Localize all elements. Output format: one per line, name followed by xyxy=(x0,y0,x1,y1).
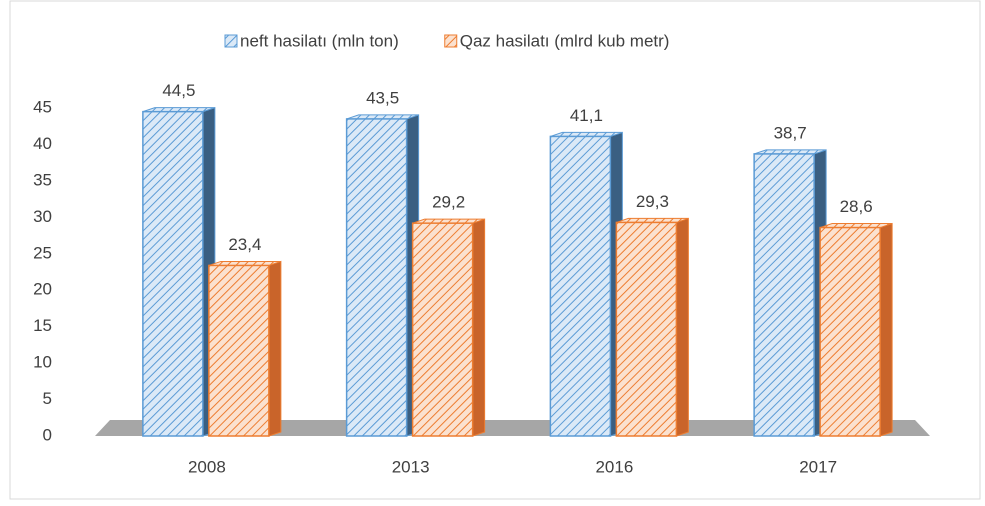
legend-label: Qaz hasilatı (mlrd kub metr) xyxy=(460,31,670,50)
data-label: 29,2 xyxy=(432,193,465,212)
y-tick-label: 30 xyxy=(33,207,52,226)
data-label: 28,6 xyxy=(840,197,873,216)
bar xyxy=(615,221,678,437)
bar xyxy=(142,110,204,437)
y-tick-label: 25 xyxy=(33,243,52,262)
legend-label: neft hasilatı (mln ton) xyxy=(240,31,399,50)
bar xyxy=(411,222,474,437)
data-label: 23,4 xyxy=(228,235,261,254)
data-label: 43,5 xyxy=(366,88,399,107)
y-tick-label: 20 xyxy=(33,280,52,299)
x-tick-label: 2016 xyxy=(595,457,633,476)
legend-swatch xyxy=(444,34,458,48)
y-tick-label: 5 xyxy=(43,389,52,408)
bar xyxy=(549,135,612,437)
y-tick-label: 40 xyxy=(33,134,52,153)
bar xyxy=(345,118,408,437)
y-tick-label: 45 xyxy=(33,97,52,116)
bar-side xyxy=(675,217,689,437)
y-tick-label: 35 xyxy=(33,170,52,189)
bar-side xyxy=(472,218,486,437)
bar xyxy=(819,226,881,437)
x-tick-label: 2013 xyxy=(392,457,430,476)
legend-swatch xyxy=(224,34,238,48)
bar xyxy=(753,153,815,437)
y-tick-label: 0 xyxy=(43,425,52,444)
x-tick-label: 2008 xyxy=(188,457,226,476)
data-label: 41,1 xyxy=(570,106,603,125)
data-label: 44,5 xyxy=(162,81,195,100)
floor xyxy=(95,420,930,436)
x-tick-label: 2017 xyxy=(799,457,837,476)
bar-side xyxy=(879,222,893,437)
data-label: 38,7 xyxy=(774,123,807,142)
y-tick-label: 10 xyxy=(33,353,52,372)
bar-side xyxy=(268,260,282,437)
bar xyxy=(208,264,270,437)
y-tick-label: 15 xyxy=(33,316,52,335)
data-label: 29,3 xyxy=(636,192,669,211)
